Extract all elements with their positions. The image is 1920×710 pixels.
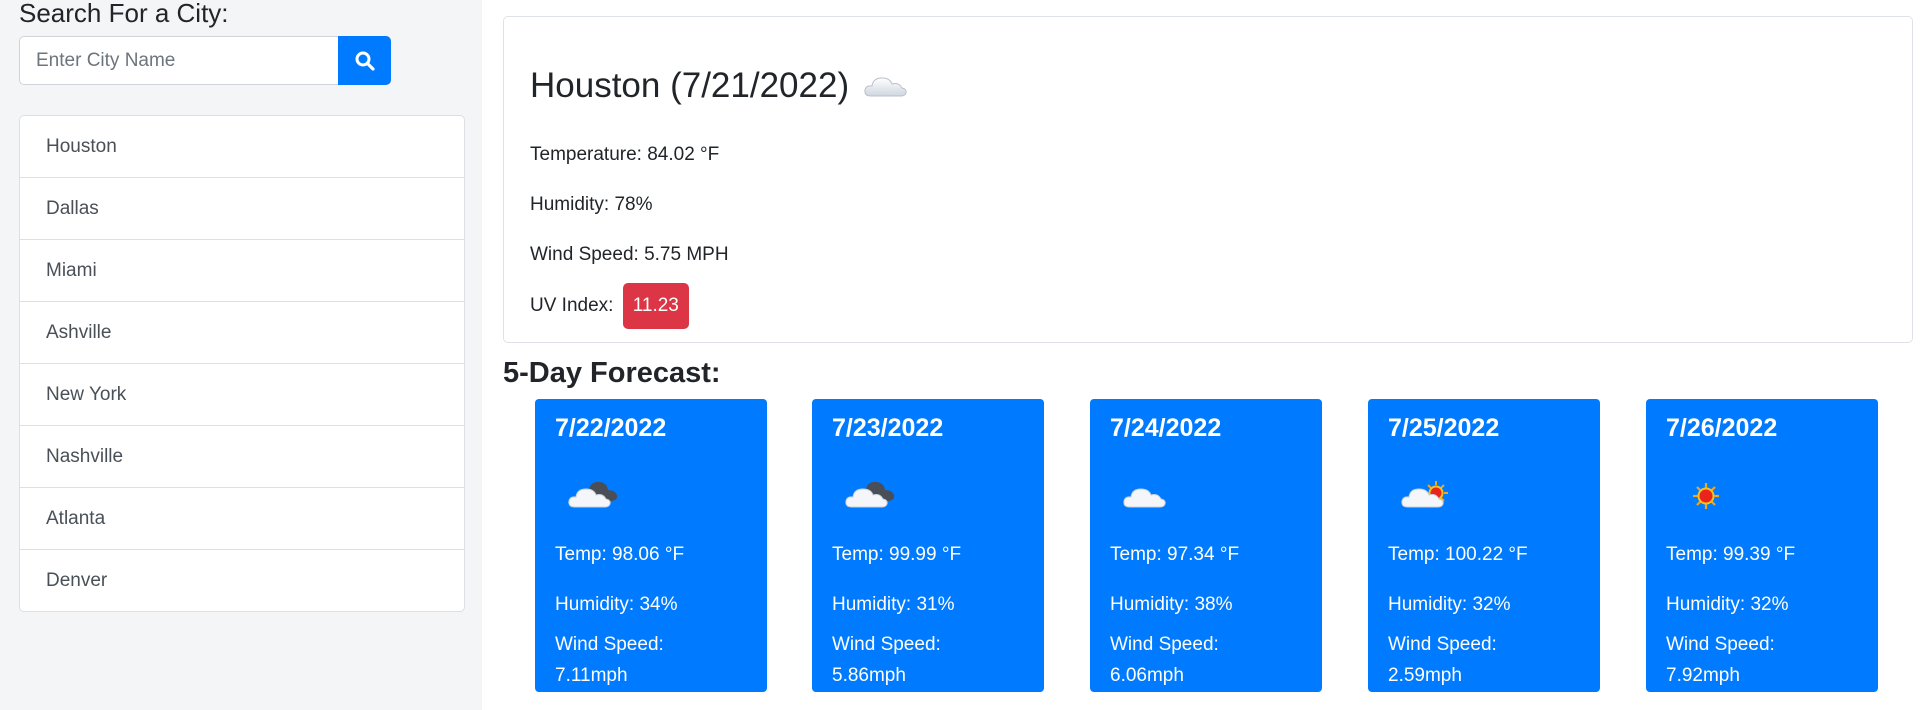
sidebar: Search For a City: Houston Dallas Miami … [0, 0, 482, 710]
forecast-wind-value: 2.59mph [1388, 665, 1462, 686]
search-heading: Search For a City: [19, 0, 229, 28]
forecast-wind-label: Wind Speed: [1388, 634, 1497, 655]
forecast-date: 7/23/2022 [832, 414, 944, 442]
forecast-humidity: Humidity: 32% [1666, 594, 1789, 615]
forecast-card-day-4: 7/25/2022 Temp: 100.22 °F Humidity: 32% … [1368, 399, 1600, 692]
forecast-card-day-3: 7/24/2022 Temp: 97.34 °F Humidity: 38% W… [1090, 399, 1322, 692]
search-button[interactable] [338, 36, 391, 85]
uv-index-badge: 11.23 [622, 283, 689, 329]
forecast-humidity: Humidity: 32% [1388, 594, 1511, 615]
forecast-date: 7/24/2022 [1110, 414, 1222, 442]
current-weather-title: Houston (7/21/2022) [530, 65, 909, 107]
forecast-card-day-2: 7/23/2022 Temp: 99.99 °F Humidity: 31% W… [812, 399, 1044, 692]
forecast-wind-value: 7.11mph [555, 665, 628, 686]
forecast-wind-value: 7.92mph [1666, 665, 1740, 686]
forecast-temp: Temp: 98.06 °F [555, 544, 685, 565]
current-city-date: Houston (7/21/2022) [530, 66, 850, 105]
city-item-new-york[interactable]: New York [20, 364, 464, 426]
forecast-temp: Temp: 97.34 °F [1110, 544, 1240, 565]
city-item-ashville[interactable]: Ashville [20, 302, 464, 364]
forecast-heading: 5-Day Forecast: [503, 357, 721, 389]
broken-clouds-icon [842, 469, 902, 519]
current-weather-card: Houston (7/21/2022) Temperature: 84.02 °… [503, 16, 1913, 343]
city-item-denver[interactable]: Denver [46, 569, 108, 591]
forecast-wind-label: Wind Speed: [1110, 634, 1219, 655]
current-temperature: Temperature: 84.02 °F [530, 144, 720, 165]
uv-label: UV Index: [530, 295, 614, 317]
forecast-wind-value: 6.06mph [1110, 665, 1184, 686]
forecast-card-day-1: 7/22/2022 Temp: 98.06 °F Humidity: 34% W… [535, 399, 767, 692]
city-item-houston[interactable]: Houston [20, 116, 464, 178]
city-history-list: Houston Dallas Miami Ashville New York N… [19, 115, 465, 612]
cloud-icon [861, 70, 909, 102]
broken-clouds-icon [565, 469, 625, 519]
forecast-wind-label: Wind Speed: [832, 634, 941, 655]
city-item-miami[interactable]: Miami [20, 240, 464, 302]
forecast-date: 7/25/2022 [1388, 414, 1500, 442]
current-wind-speed: Wind Speed: 5.75 MPH [530, 244, 729, 265]
forecast-wind-label: Wind Speed: [555, 634, 664, 655]
forecast-humidity: Humidity: 31% [832, 594, 955, 615]
forecast-card-day-5: 7/26/2022 Temp: 99.39 °F Humidity: 32% W… [1646, 399, 1878, 692]
current-humidity: Humidity: 78% [530, 194, 653, 215]
city-item-nashville[interactable]: Nashville [20, 426, 464, 488]
city-item-dallas[interactable]: Dallas [20, 178, 464, 240]
city-search-input[interactable] [19, 36, 338, 85]
search-icon [355, 51, 375, 71]
forecast-wind-label: Wind Speed: [1666, 634, 1775, 655]
forecast-humidity: Humidity: 34% [555, 594, 678, 615]
cloud-icon [1120, 469, 1180, 519]
partly-sunny-icon [1398, 469, 1458, 519]
current-uv-row: UV Index: 11.23 [530, 283, 689, 329]
city-item-atlanta[interactable]: Atlanta [20, 488, 464, 550]
sun-icon [1676, 469, 1736, 519]
forecast-wind-value: 5.86mph [832, 665, 906, 686]
forecast-temp: Temp: 100.22 °F [1388, 544, 1528, 565]
forecast-humidity: Humidity: 38% [1110, 594, 1233, 615]
forecast-temp: Temp: 99.39 °F [1666, 544, 1796, 565]
forecast-temp: Temp: 99.99 °F [832, 544, 962, 565]
forecast-date: 7/26/2022 [1666, 414, 1778, 442]
forecast-date: 7/22/2022 [555, 414, 667, 442]
